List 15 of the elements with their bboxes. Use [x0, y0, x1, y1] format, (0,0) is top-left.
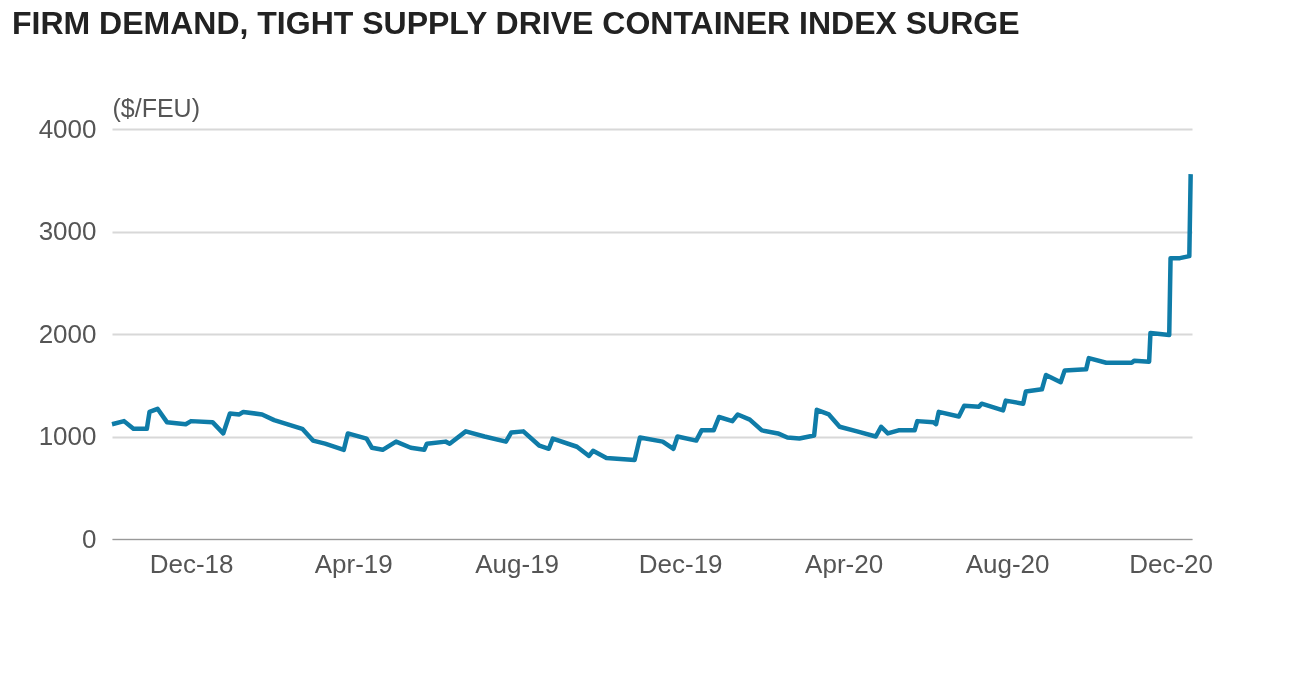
y-tick-label: 3000 — [38, 216, 97, 246]
y-tick-label: 1000 — [38, 421, 97, 451]
y-tick-label: 4000 — [38, 113, 97, 144]
y-tick-label: 0 — [82, 523, 97, 554]
x-tick-label: Aug-19 — [475, 548, 560, 579]
x-tick-label: Apr-20 — [805, 548, 884, 579]
x-tick-label: Dec-19 — [638, 548, 723, 579]
y-axis-title: ($/FEU) — [112, 93, 200, 122]
line-series — [109, 171, 1193, 463]
chart-title: FIRM DEMAND, TIGHT SUPPLY DRIVE CONTAINER INDEX SURGE — [12, 5, 1020, 41]
y-tick-label: 2000 — [38, 318, 97, 349]
x-tick-label: Aug-20 — [965, 548, 1050, 579]
x-tick-label: Dec-18 — [149, 548, 234, 579]
x-tick-label: Dec-20 — [1129, 548, 1213, 579]
x-tick-label: Apr-19 — [314, 548, 393, 579]
